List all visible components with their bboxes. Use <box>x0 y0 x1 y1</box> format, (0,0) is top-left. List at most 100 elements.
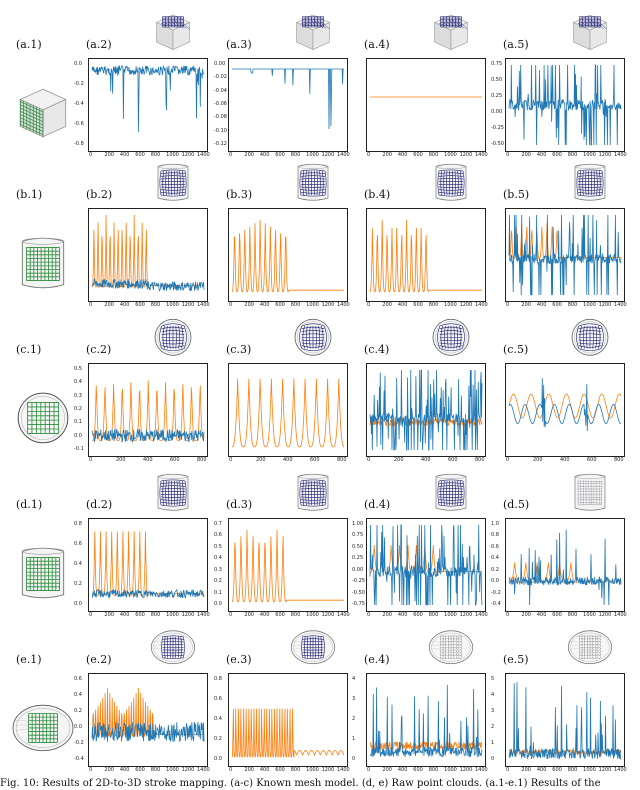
x-tick-e-2-2: 400 <box>119 767 130 773</box>
y-tick-e-2-1: 0.4 <box>74 692 82 698</box>
x-tick-e-4-4: 800 <box>428 767 439 773</box>
signal-plot-d-4 <box>366 518 486 612</box>
x-tick-b-5-7: 1400 <box>614 302 627 308</box>
mapped-thumbnail-a-2 <box>155 14 191 50</box>
x-tick-e-2-4: 800 <box>150 767 161 773</box>
plot-area-b-5 <box>508 214 622 296</box>
source-model-cube-a <box>19 88 67 138</box>
signal-plot-b-3 <box>228 208 348 302</box>
blue-series-b-5 <box>508 214 622 296</box>
plot-area-c-2 <box>91 380 205 444</box>
x-tick-b-2-7: 1400 <box>197 302 210 308</box>
x-tick-b-2-0: 0 <box>89 302 93 308</box>
x-tick-c-5-2: 400 <box>560 457 570 463</box>
signal-plot-d-2 <box>88 518 208 612</box>
plot-area-b-2 <box>91 214 205 292</box>
mapped-thumbnail-a-4 <box>433 14 469 50</box>
mapped-thumbnail-b-2 <box>157 163 189 201</box>
signal-plot-e-4 <box>366 673 486 767</box>
plot-area-a-5 <box>508 64 622 146</box>
x-tick-b-3-1: 200 <box>244 302 254 308</box>
y-tick-d-5-0: 1.0 <box>491 521 499 527</box>
y-tick-e-4-4: 0 <box>352 756 356 762</box>
y-tick-a-2-1: -0.2 <box>74 81 84 87</box>
y-tick-e-2-4: -0.2 <box>74 740 84 746</box>
y-tick-d-5-2: 0.6 <box>491 543 499 550</box>
x-tick-b-2-4: 800 <box>150 302 161 308</box>
x-tick-e-4-2: 400 <box>397 767 408 773</box>
orange-series-c-5 <box>508 393 622 419</box>
x-tick-a-4-0: 0 <box>367 152 371 158</box>
x-tick-d-3-1: 200 <box>244 612 254 618</box>
signal-plot-c-2 <box>88 363 208 457</box>
x-tick-d-2-4: 800 <box>150 612 161 618</box>
y-tick-d-3-3: 0.4 <box>214 555 222 562</box>
x-tick-a-5-2: 400 <box>536 152 547 158</box>
orange-series-d-3 <box>231 529 344 603</box>
x-tick-c-4-2: 400 <box>421 457 431 463</box>
x-tick-b-4-6: 1200 <box>459 302 473 308</box>
y-tick-d-2-0: 0.8 <box>74 521 82 527</box>
y-tick-d-5-4: 0.2 <box>491 566 499 573</box>
x-tick-e-4-3: 600 <box>413 767 423 773</box>
y-tick-c-2-6: -0.1 <box>74 446 84 452</box>
panel-label-a-2: (a.2) <box>86 38 112 51</box>
y-tick-d-4-7: -0.75 <box>352 601 365 607</box>
y-tick-a-5-4: -0.25 <box>491 125 504 131</box>
y-tick-d-2-3: 0.2 <box>74 581 82 587</box>
blue-series-c-4 <box>369 369 483 451</box>
x-tick-e-5-0: 0 <box>506 767 510 773</box>
x-tick-c-5-1: 200 <box>533 457 543 463</box>
y-tick-a-3-6: -0.12 <box>214 141 227 147</box>
panel-label-d-4: (d.4) <box>364 498 391 511</box>
plot-area-e-2 <box>91 687 205 743</box>
figure-caption: Fig. 10: Results of 2D-to-3D stroke mapp… <box>0 778 601 789</box>
x-tick-a-5-4: 800 <box>567 152 578 158</box>
x-tick-c-3-0: 0 <box>229 457 233 463</box>
source-label-e: (e.1) <box>16 653 42 666</box>
x-tick-d-4-3: 600 <box>413 612 423 618</box>
y-tick-c-2-0: 0.5 <box>74 366 82 372</box>
mapped-thumbnail-b-3 <box>297 163 329 201</box>
y-tick-a-2-3: -0.6 <box>74 121 84 127</box>
y-tick-a-3-1: -0.02 <box>214 74 227 81</box>
y-tick-a-3-0: 0.00 <box>214 61 226 67</box>
x-tick-c-2-2: 400 <box>143 457 153 463</box>
orange-series-b-3 <box>231 219 344 293</box>
source-model-sphere-c <box>17 392 69 444</box>
x-tick-d-5-3: 600 <box>552 612 562 618</box>
y-tick-a-2-2: -0.4 <box>74 101 84 107</box>
plot-area-c-5 <box>508 378 622 432</box>
mapped-thumbnail-c-4 <box>432 318 470 356</box>
source-label-d: (d.1) <box>16 498 43 511</box>
x-tick-d-2-3: 600 <box>135 612 145 618</box>
y-tick-e-3-3: 0.2 <box>214 736 222 742</box>
y-tick-e-2-5: -0.4 <box>74 756 84 762</box>
x-tick-d-3-0: 0 <box>229 612 233 618</box>
y-tick-d-3-5: 0.2 <box>214 578 222 585</box>
blue-series-e-4 <box>369 684 483 758</box>
panel-label-d-2: (d.2) <box>86 498 113 511</box>
plot-area-b-4 <box>369 219 482 293</box>
x-tick-b-2-3: 600 <box>135 302 145 308</box>
x-tick-c-2-0: 0 <box>89 457 93 463</box>
x-tick-a-3-1: 200 <box>244 152 254 158</box>
x-tick-c-3-4: 800 <box>337 457 347 463</box>
x-tick-a-2-4: 800 <box>150 152 161 158</box>
plot-area-d-2 <box>91 531 205 599</box>
x-tick-e-3-7: 1400 <box>337 767 350 773</box>
mapped-thumbnail-c-2 <box>154 318 192 356</box>
signal-plot-e-3 <box>228 673 348 767</box>
x-tick-d-4-2: 400 <box>397 612 408 618</box>
x-tick-d-2-1: 200 <box>104 612 114 618</box>
x-tick-d-3-2: 400 <box>259 612 270 618</box>
x-tick-b-5-3: 600 <box>552 302 562 308</box>
mapped-thumbnail-b-5 <box>574 163 606 201</box>
x-tick-a-5-7: 1400 <box>614 152 627 158</box>
x-tick-c-4-0: 0 <box>367 457 371 463</box>
mapped-thumbnail-e-5 <box>567 630 613 665</box>
orange-series-c-3 <box>232 378 345 448</box>
x-tick-b-4-7: 1400 <box>475 302 488 308</box>
y-tick-d-5-1: 0.8 <box>491 532 499 539</box>
blue-series-b-2 <box>91 278 205 292</box>
